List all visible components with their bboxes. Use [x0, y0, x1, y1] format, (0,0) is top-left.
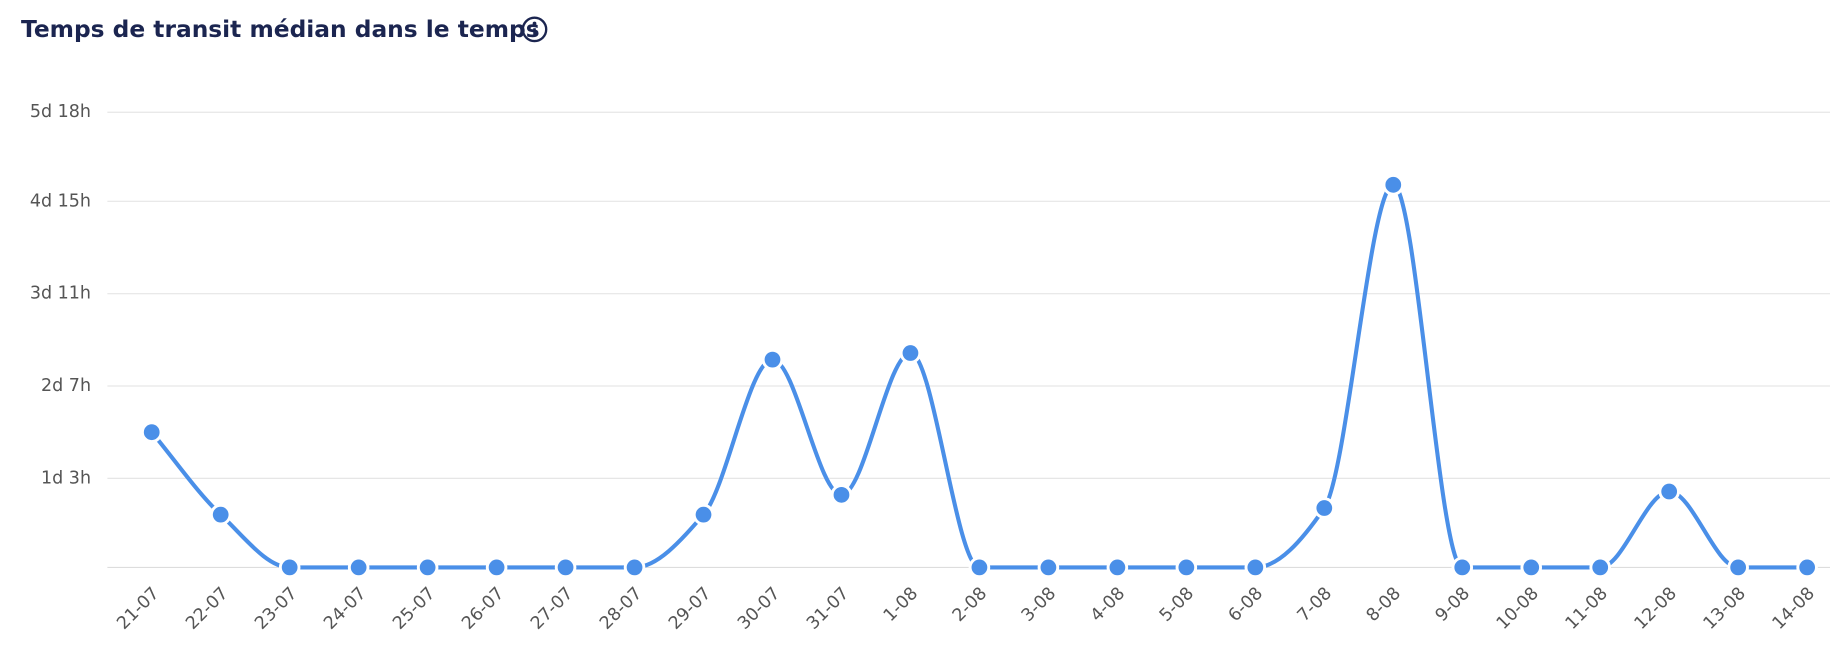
- y-tick-label: 1d 3h: [41, 468, 91, 488]
- x-tick-label: 7-08: [1294, 584, 1336, 626]
- y-tick-label: 4d 15h: [30, 191, 91, 211]
- y-tick-label: 5d 18h: [30, 102, 91, 122]
- point: [140, 421, 163, 443]
- x-tick-label: 5-08: [1156, 584, 1198, 626]
- point: [968, 556, 991, 579]
- point: [1037, 556, 1060, 579]
- point: [1451, 556, 1474, 579]
- point: [1658, 480, 1680, 503]
- point: [830, 484, 853, 506]
- x-tick-label: 11-08: [1562, 584, 1612, 634]
- x-tick-label: 9-08: [1432, 584, 1474, 626]
- y-tick-label: 3d 11h: [30, 284, 91, 304]
- x-tick-label: 12-08: [1631, 584, 1681, 634]
- point: [1106, 556, 1129, 579]
- point: [1313, 497, 1336, 519]
- point: [554, 556, 577, 579]
- point: [623, 556, 646, 579]
- x-tick-label: 30-07: [734, 584, 784, 634]
- x-tick-label: 22-07: [182, 584, 232, 634]
- x-tick-label: 4-08: [1087, 584, 1129, 626]
- x-tick-label: 21-07: [113, 584, 163, 634]
- line: [150, 182, 1808, 570]
- point: [278, 556, 301, 579]
- point: [347, 556, 370, 579]
- x-tick-label: 8-08: [1363, 584, 1405, 626]
- x-tick-label: 29-07: [665, 584, 715, 634]
- point: [1244, 556, 1267, 579]
- point: [1589, 556, 1611, 579]
- point: [1727, 556, 1749, 579]
- x-tick-label: 6-08: [1225, 584, 1267, 626]
- point: [1796, 556, 1818, 579]
- x-tick-label: 28-07: [596, 584, 646, 634]
- x-tick-label: 23-07: [251, 584, 301, 634]
- x-tick-label: 26-07: [458, 584, 508, 634]
- x-tick-label: 31-07: [803, 584, 853, 634]
- point: [1382, 174, 1405, 196]
- x-tick-label: 25-07: [389, 584, 439, 634]
- point: [416, 556, 439, 579]
- point: [485, 556, 508, 579]
- x-tick-label: 27-07: [527, 584, 577, 634]
- point: [209, 503, 232, 526]
- point: [692, 503, 715, 526]
- x-tick-label: 13-08: [1700, 584, 1750, 634]
- point: [1520, 556, 1543, 579]
- x-tick-label: 14-08: [1769, 584, 1819, 634]
- x-tick-label: 2-08: [949, 584, 991, 626]
- chart-title: Temps de transit médian dans le temps: [21, 15, 540, 43]
- point: [899, 342, 922, 364]
- point: [761, 348, 784, 371]
- x-tick-label: 24-07: [320, 584, 370, 634]
- x-tick-label: 10-08: [1493, 584, 1543, 634]
- x-tick-label: 1-08: [880, 584, 922, 626]
- info-icon[interactable]: [521, 16, 548, 43]
- point: [1175, 556, 1198, 579]
- y-tick-label: 2d 7h: [41, 376, 91, 396]
- x-tick-label: 3-08: [1018, 584, 1060, 626]
